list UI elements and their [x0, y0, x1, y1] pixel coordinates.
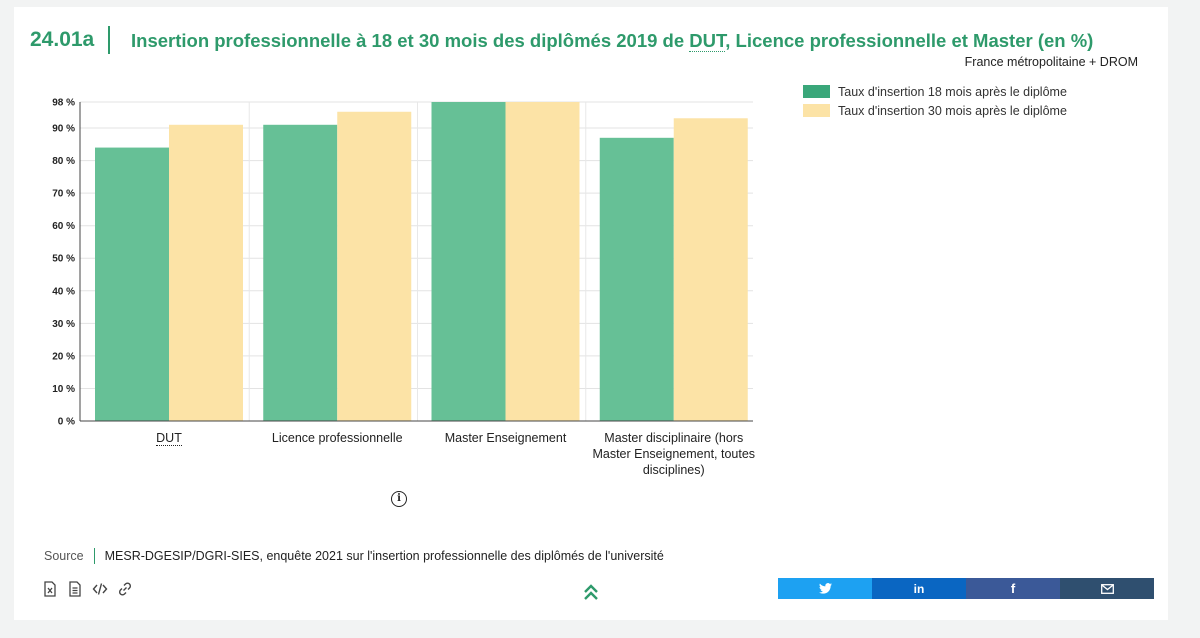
share-twitter-button[interactable]	[778, 578, 872, 599]
info-icon[interactable]: i	[391, 491, 407, 507]
legend-label-18-mois: Taux d'insertion 18 mois après le diplôm…	[838, 84, 1067, 99]
share-email-button[interactable]	[1060, 578, 1154, 599]
twitter-icon	[818, 583, 832, 594]
bar-18-mois[interactable]	[263, 124, 338, 422]
y-tick-label: 70 %	[52, 189, 75, 200]
linkedin-icon: in	[913, 581, 925, 596]
excel-icon[interactable]	[42, 581, 58, 597]
x-tick-label-line: disciplines)	[642, 463, 705, 477]
legend-label-30-mois: Taux d'insertion 30 mois après le diplôm…	[838, 103, 1067, 118]
y-tick-label: 98 %	[52, 98, 75, 109]
chart-subtitle: France métropolitaine + DROM	[964, 55, 1138, 69]
facebook-icon: f	[1010, 581, 1016, 596]
x-tick-label-line: Master Enseignement	[444, 431, 567, 445]
title-part-2: , Licence professionnelle et Master (en …	[725, 30, 1094, 51]
scroll-top-chevron-icon[interactable]	[583, 583, 599, 601]
title-abbr-dut[interactable]: DUT	[689, 30, 726, 52]
embed-code-icon[interactable]	[92, 581, 108, 597]
source-line: Source MESR-DGESIP/DGRI-SIES, enquête 20…	[44, 548, 664, 564]
bar-18-mois[interactable]	[599, 137, 674, 421]
source-text: MESR-DGESIP/DGRI-SIES, enquête 2021 sur …	[104, 549, 664, 563]
y-tick-label: 20 %	[52, 351, 75, 362]
source-divider	[93, 548, 95, 564]
y-tick-label: 60 %	[52, 221, 75, 232]
y-tick-label: 80 %	[52, 156, 75, 167]
y-tick-label: 0 %	[58, 417, 75, 428]
bar-30-mois[interactable]	[673, 118, 748, 421]
x-tick-label: Master disciplinaire (hors Master Enseign…	[584, 430, 764, 478]
x-tick-label-line: Master disciplinaire (hors	[604, 431, 744, 445]
link-icon[interactable]	[117, 581, 133, 597]
bar-30-mois[interactable]	[505, 102, 580, 421]
share-bar: in f	[778, 578, 1154, 599]
legend-swatch-18-mois	[803, 85, 830, 98]
x-tick-label: Licence professionnelle	[247, 430, 427, 446]
legend-swatch-30-mois	[803, 104, 830, 117]
y-tick-label: 30 %	[52, 319, 75, 330]
y-tick-label: 90 %	[52, 124, 75, 135]
title-divider	[108, 26, 110, 54]
chart-card: 24.01a Insertion professionnelle à 18 et…	[14, 7, 1168, 620]
legend: Taux d'insertion 18 mois après le diplôm…	[803, 82, 1067, 120]
figure-id: 24.01a	[30, 28, 95, 51]
bar-chart: 0 % 10 % 20 % 30 % 40 % 50 % 60 % 70 % 80 % 90 % 9…	[52, 98, 753, 428]
x-tick-label: DUT	[79, 430, 259, 446]
x-tick-label-line: Licence professionnelle	[271, 431, 403, 445]
bar-30-mois[interactable]	[337, 111, 412, 421]
y-tick-label: 50 %	[52, 254, 75, 265]
legend-item-18-mois[interactable]: Taux d'insertion 18 mois après le diplôm…	[803, 82, 1067, 101]
document-icon[interactable]	[67, 581, 83, 597]
email-icon	[1100, 583, 1114, 594]
title-part-1: Insertion professionnelle à 18 et 30 moi…	[131, 30, 690, 51]
x-tick-label-line: Master Enseignement, toutes	[592, 447, 756, 461]
y-tick-label: 40 %	[52, 286, 75, 297]
legend-item-30-mois[interactable]: Taux d'insertion 30 mois après le diplôm…	[803, 101, 1067, 120]
source-label: Source	[44, 549, 84, 563]
bar-18-mois[interactable]	[95, 147, 169, 422]
share-facebook-button[interactable]: f	[966, 578, 1060, 599]
share-linkedin-button[interactable]: in	[872, 578, 966, 599]
x-tick-label-line: DUT	[156, 431, 182, 446]
bar-18-mois[interactable]	[431, 102, 506, 421]
chart-title: Insertion professionnelle à 18 et 30 moi…	[131, 30, 1093, 52]
y-tick-label: 10 %	[52, 384, 75, 395]
bar-30-mois[interactable]	[169, 124, 243, 422]
toolbar	[42, 581, 133, 597]
x-tick-label: Master Enseignement	[416, 430, 596, 446]
